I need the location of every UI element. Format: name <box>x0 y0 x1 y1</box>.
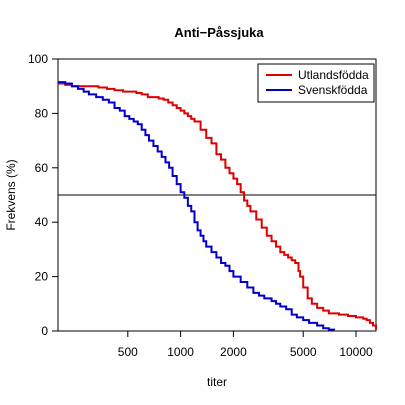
x-axis: 500 1000 2000 5000 10000 <box>118 331 373 359</box>
y-tick-label: 60 <box>35 161 49 175</box>
y-tick-label: 0 <box>41 324 48 338</box>
y-tick-label: 20 <box>35 270 49 284</box>
series-line-utlandsfodda <box>58 82 377 330</box>
x-tick-label: 5000 <box>290 345 317 359</box>
x-tick-label: 10000 <box>339 345 373 359</box>
legend: Utlandsfödda Svenskfödda <box>257 63 375 103</box>
legend-label-utlandsfodda: Utlandsfödda <box>298 68 369 82</box>
y-tick-label: 40 <box>35 215 49 229</box>
legend-label-svenskfodda: Svenskfödda <box>298 83 368 97</box>
series-layer <box>58 81 377 331</box>
x-tick-label: 1000 <box>167 345 194 359</box>
y-axis: 0 20 40 60 80 100 <box>28 52 58 338</box>
x-axis-label: titer <box>207 375 227 389</box>
x-tick-label: 2000 <box>220 345 247 359</box>
x-tick-label: 500 <box>118 345 138 359</box>
y-tick-label: 80 <box>35 106 49 120</box>
chart-title: Anti−Påssjuka <box>174 25 264 40</box>
series-line-svenskfodda <box>58 81 336 331</box>
y-axis-label: Frekvens (%) <box>4 159 18 230</box>
legend-box <box>257 63 375 103</box>
y-tick-label: 100 <box>28 52 48 66</box>
